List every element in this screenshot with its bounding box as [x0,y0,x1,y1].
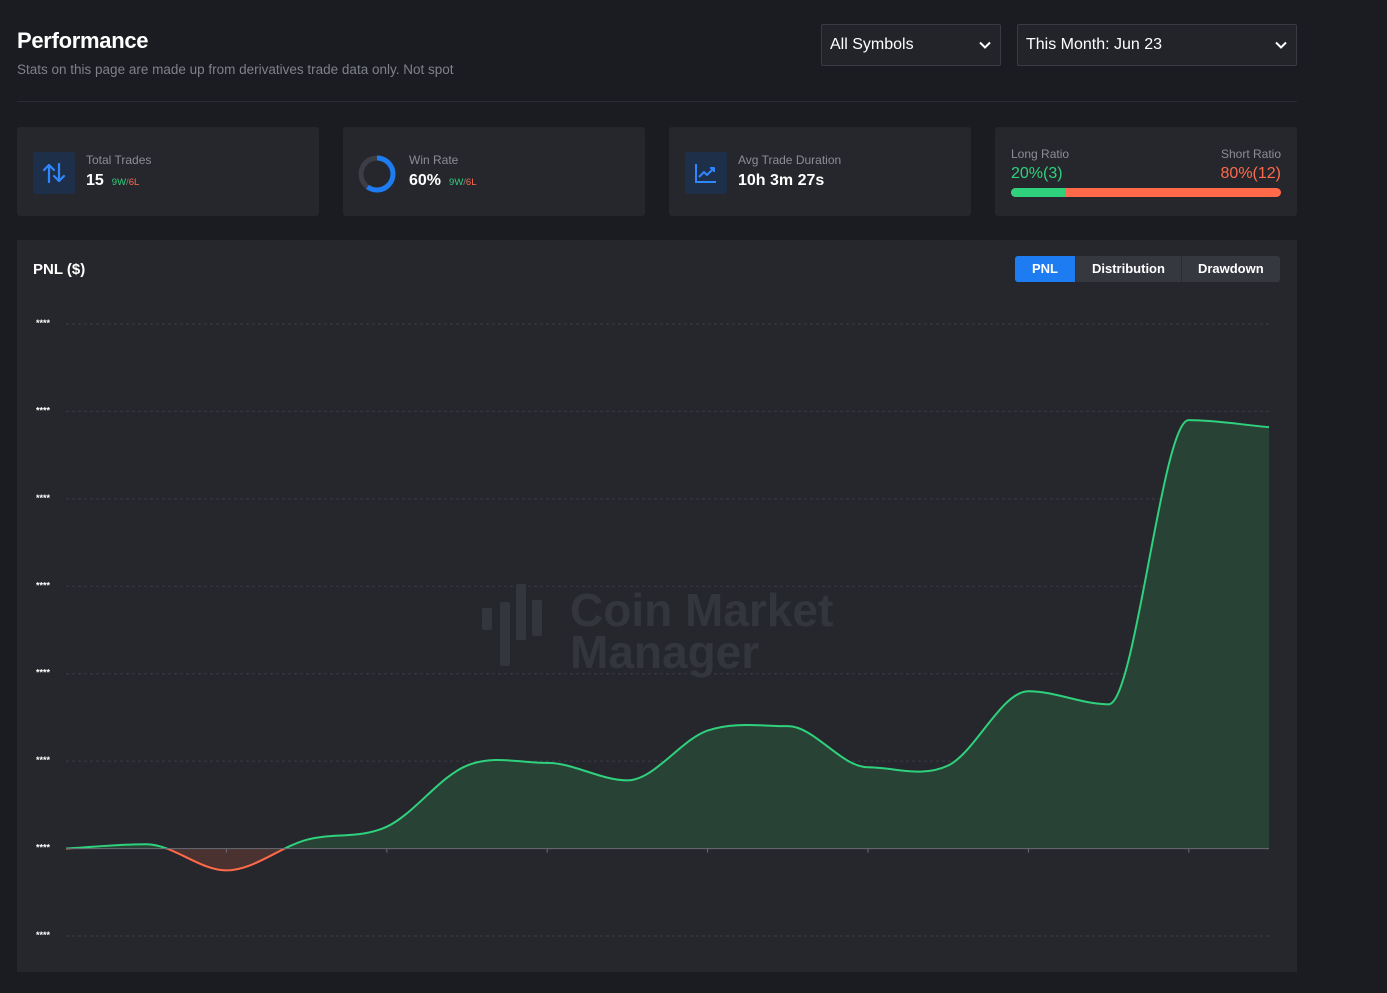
trend-chart-icon [685,152,727,194]
arrows-up-down-icon [33,152,75,194]
page-subtitle: Stats on this page are made up from deri… [17,62,454,77]
y-tick-label: **** [36,843,51,853]
long-short-ratio-card: Long Ratio Short Ratio 20%(3) 80%(12) [995,127,1297,216]
tab-drawdown[interactable]: Drawdown [1180,256,1280,282]
avg-duration-label: Avg Trade Duration [738,153,842,167]
long-ratio-fill [1011,188,1065,197]
pnl-chart: **** **** **** **** **** **** **** **** Coin Mar… [36,318,1270,940]
period-select-value: This Month: Jun 23 [1026,36,1163,53]
donut-progress-icon [358,155,396,193]
header-divider [17,101,1297,102]
y-tick-label: **** [36,318,51,328]
tab-pnl[interactable]: PNL [1015,256,1075,282]
total-trades-label: Total Trades [86,153,152,167]
short-ratio-label: Short Ratio [1220,147,1281,161]
watermark-text: Coin Market [570,584,833,636]
y-tick-label: **** [36,668,51,678]
long-ratio-value: 20%(3) [1011,165,1063,182]
chevron-down-icon [1274,38,1288,52]
y-tick-label: **** [36,405,51,415]
page-title: Performance [17,28,149,53]
long-ratio-label: Long Ratio [1011,147,1070,161]
y-tick-label: **** [36,493,51,503]
symbol-select[interactable]: All Symbols [821,24,1001,66]
avg-duration-card: Avg Trade Duration 10h 3m 27s [669,127,971,216]
period-select[interactable]: This Month: Jun 23 [1017,24,1297,66]
total-trades-value: 15 [86,172,104,189]
pnl-area-positive [66,420,1269,849]
chevron-down-icon [978,38,992,52]
ratio-bar [1011,188,1281,197]
win-rate-card: Win Rate 60% 9W/6L [343,127,645,216]
pnl-area-negative [166,848,285,871]
y-tick-label: **** [36,580,51,590]
tab-distribution[interactable]: Distribution [1075,256,1181,282]
watermark-logo [482,584,542,666]
pnl-line-positive [65,419,1270,849]
win-loss-count: 9W/6L [449,177,477,188]
avg-duration-value: 10h 3m 27s [738,172,825,189]
chart-title: PNL ($) [33,261,86,278]
pnl-chart-panel: **** **** **** **** **** **** **** **** Coin Mar… [17,240,1297,972]
y-tick-label: **** [36,755,51,765]
page-header: Performance Stats on this page are made … [17,28,454,77]
short-ratio-value: 80%(12) [1220,165,1281,182]
win-rate-label: Win Rate [409,153,459,167]
chart-tabs: PNL Distribution Drawdown [1015,256,1280,282]
y-tick-label: **** [36,930,51,940]
win-rate-value: 60% [409,172,442,189]
symbol-select-value: All Symbols [830,36,914,53]
win-loss-count: 9W/6L [111,177,140,188]
total-trades-card: Total Trades 15 9W/6L [17,127,319,216]
watermark-text: Manager [570,626,759,678]
